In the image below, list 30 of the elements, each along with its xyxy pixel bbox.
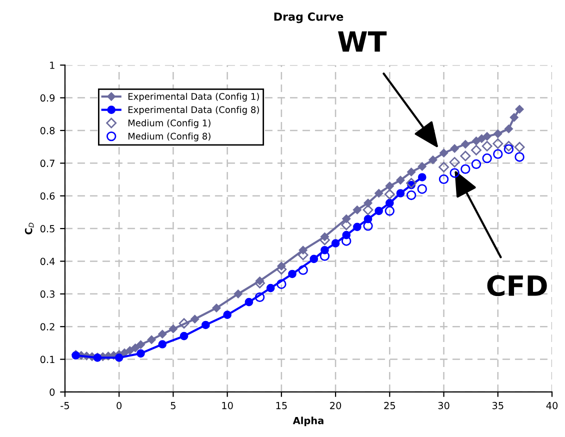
- legend-label: Medium (Config 1): [128, 119, 210, 128]
- legend-label: Medium (Config 8): [128, 132, 210, 142]
- y-tick-label: 0.6: [40, 192, 55, 200]
- y-tick-label: 0.1: [40, 356, 54, 364]
- y-tick-label: 0.9: [40, 94, 55, 102]
- y-tick-label: 0.3: [40, 290, 54, 298]
- x-tick-label: 0: [116, 402, 122, 410]
- y-tick-label: 1: [50, 62, 54, 69]
- x-tick-label: 25: [384, 402, 395, 410]
- x-tick-label: 15: [276, 402, 287, 410]
- y-axis-title: C$_{D}$: [24, 222, 34, 234]
- y-tick-label: 0.2: [40, 323, 54, 330]
- y-tick-label: 0: [50, 388, 55, 396]
- x-tick-label: 35: [492, 402, 504, 410]
- x-tick-label: 40: [546, 402, 558, 410]
- annotation: CFD: [487, 275, 547, 296]
- x-axis-title: Alpha: [292, 416, 324, 426]
- x-tick-label: 5: [170, 402, 176, 410]
- y-tick-label: 0.7: [40, 160, 54, 168]
- legend-label: Experimental Data (Config 1): [128, 92, 259, 102]
- legend-label: Experimental Data (Config 8): [128, 106, 259, 115]
- x-tick-label: 10: [222, 402, 233, 410]
- chart-title: Drag Curve: [274, 12, 344, 24]
- y-tick-label: 0.4: [40, 258, 55, 266]
- y-tick-label: 0.8: [40, 126, 55, 134]
- annotation: WT: [338, 31, 387, 52]
- x-tick-label: -5: [60, 402, 69, 410]
- x-tick-label: 30: [438, 402, 450, 410]
- x-tick-label: 20: [330, 402, 342, 410]
- y-tick-label: 0.5: [40, 225, 54, 232]
